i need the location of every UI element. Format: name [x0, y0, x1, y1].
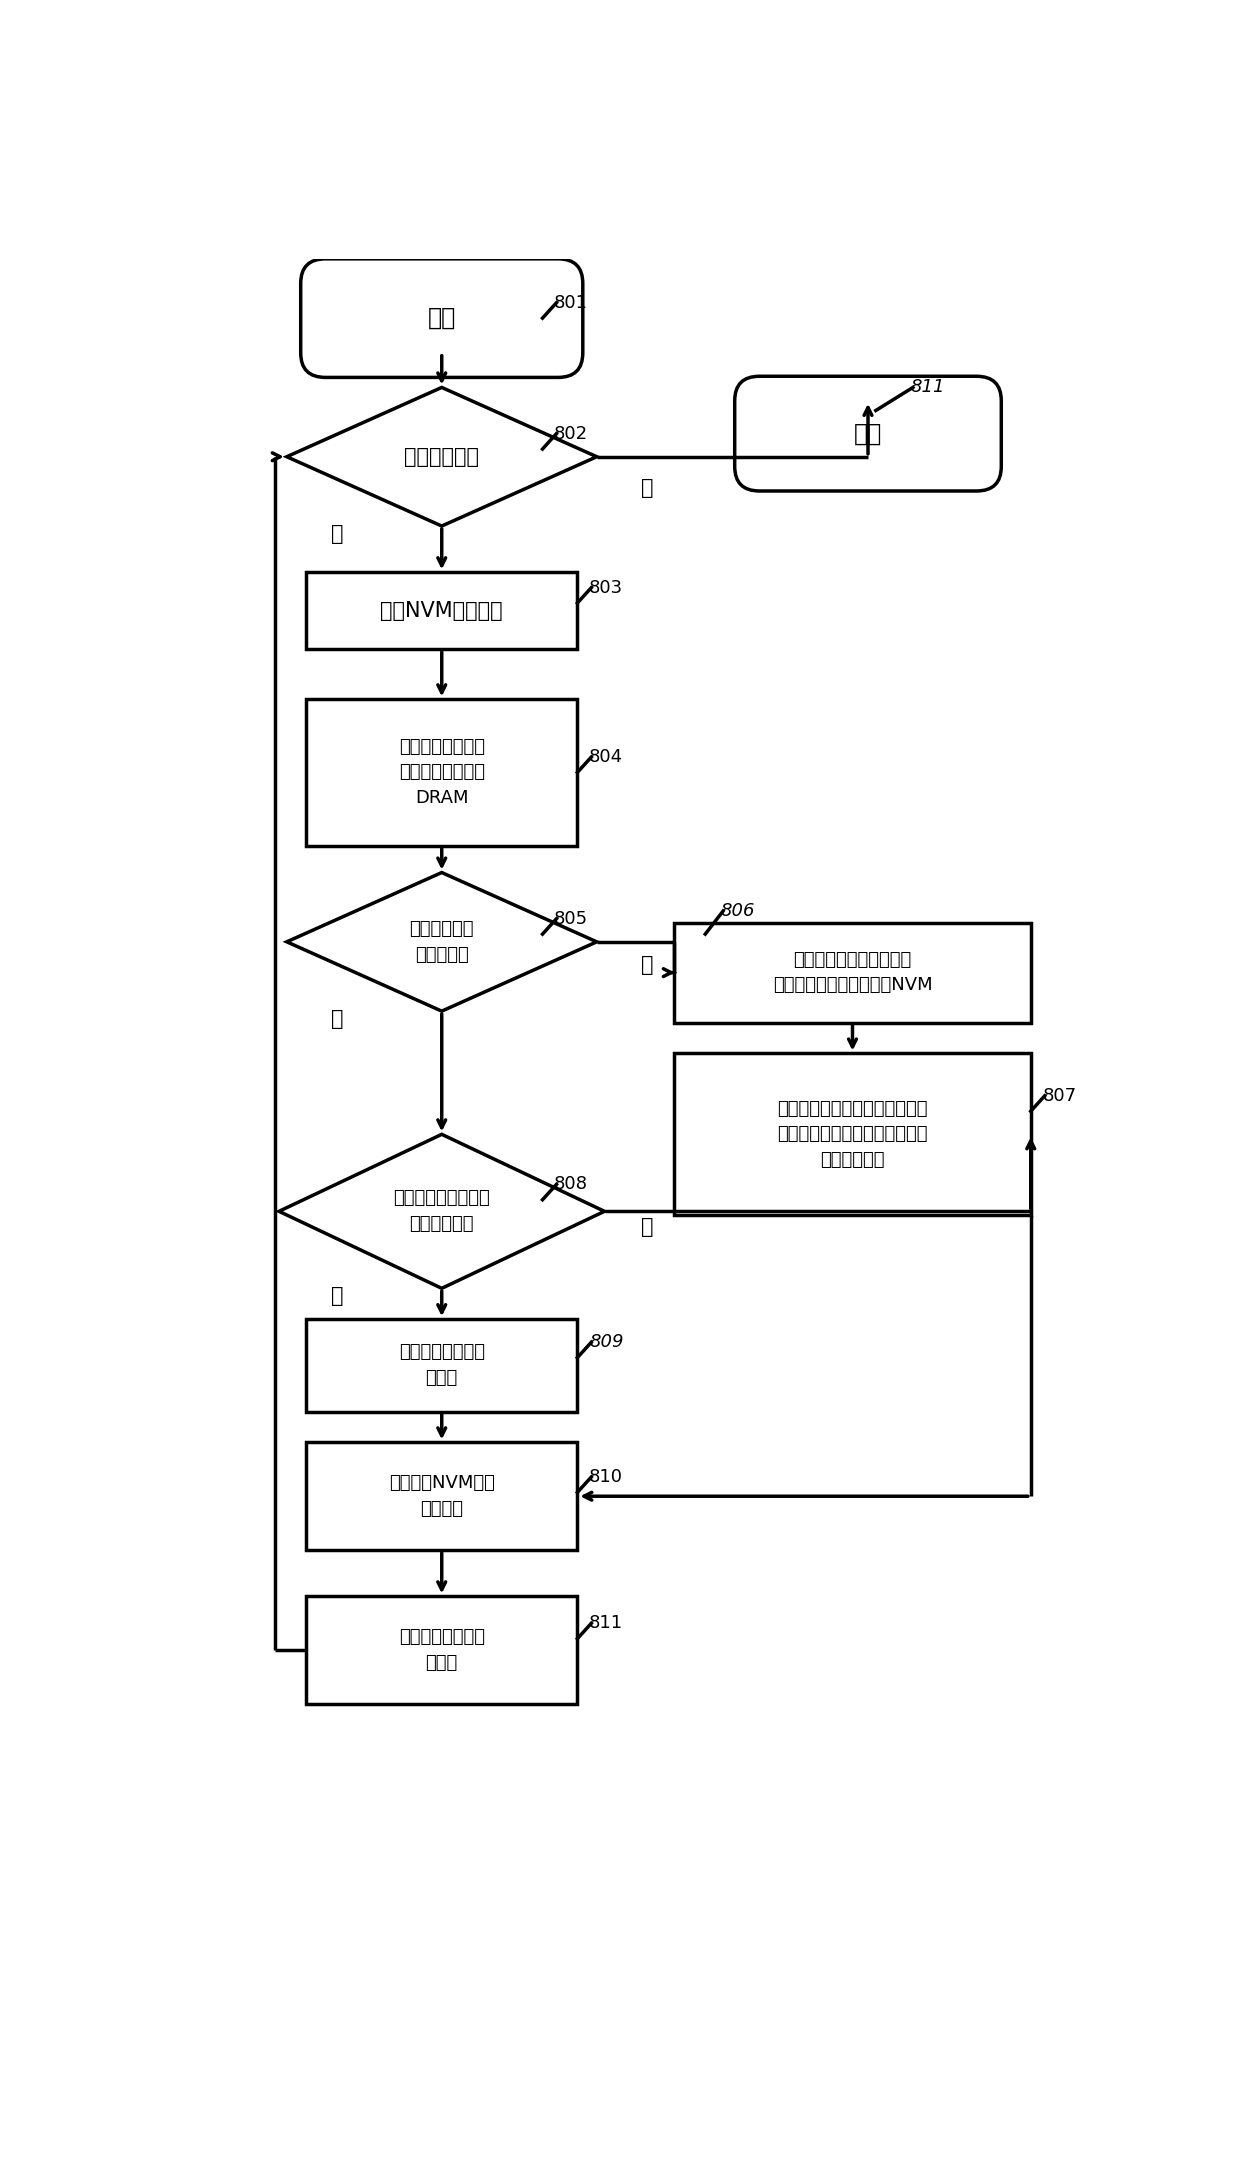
Text: 创建磨损度索引树根节点
并将该节点的指针保存到NVM: 创建磨损度索引树根节点 并将该节点的指针保存到NVM	[773, 951, 932, 994]
Polygon shape	[286, 388, 596, 526]
Text: 开始: 开始	[428, 306, 456, 330]
Bar	[306, 699, 578, 846]
Bar	[306, 1443, 578, 1551]
Text: 否: 否	[641, 956, 653, 975]
Text: 806: 806	[720, 902, 755, 921]
Text: 根据页面的磨损计数值查找该键
值在磨损度索引树节点的正确位
置并插入数据: 根据页面的磨损计数值查找该键 值在磨损度索引树节点的正确位 置并插入数据	[777, 1100, 928, 1169]
Text: 对应调整NVM页的
区间链表: 对应调整NVM页的 区间链表	[389, 1475, 495, 1519]
Text: 是否已存在磨
损度索引树: 是否已存在磨 损度索引树	[409, 921, 474, 964]
Text: 是否有空闲页: 是否有空闲页	[404, 446, 479, 466]
Text: 判断插入操作是否需
要调整树节点: 判断插入操作是否需 要调整树节点	[393, 1189, 490, 1234]
Text: 803: 803	[589, 578, 624, 597]
Text: 804: 804	[589, 748, 624, 766]
FancyBboxPatch shape	[734, 375, 1001, 492]
Text: 是: 是	[331, 1286, 343, 1305]
Bar	[675, 923, 1030, 1022]
Text: 结束: 结束	[854, 421, 882, 446]
Text: 继续处理下一个空
闲页面: 继续处理下一个空 闲页面	[399, 1629, 485, 1672]
Text: 811: 811	[589, 1613, 624, 1633]
FancyBboxPatch shape	[301, 259, 583, 377]
Text: 是: 是	[331, 1009, 343, 1029]
Text: 807: 807	[1043, 1087, 1076, 1104]
Text: 扫描NVM空闲链表: 扫描NVM空闲链表	[381, 602, 503, 621]
Text: 802: 802	[554, 425, 588, 442]
Text: 否: 否	[641, 477, 653, 498]
Text: 805: 805	[554, 910, 588, 928]
Bar	[306, 1596, 578, 1704]
Text: 811: 811	[910, 377, 945, 397]
Text: 808: 808	[554, 1176, 588, 1193]
Text: 否: 否	[641, 1217, 653, 1236]
Bar	[675, 1053, 1030, 1214]
Text: 810: 810	[589, 1469, 622, 1486]
Polygon shape	[279, 1135, 605, 1288]
Text: 执行节点分裂等维
护操作: 执行节点分裂等维 护操作	[399, 1344, 485, 1387]
Text: 读入该页的磨损计
数值和地址信息到
DRAM: 读入该页的磨损计 数值和地址信息到 DRAM	[399, 738, 485, 807]
Bar	[306, 572, 578, 649]
Bar	[306, 1320, 578, 1411]
Polygon shape	[286, 874, 596, 1012]
Text: 801: 801	[554, 293, 588, 313]
Text: 是: 是	[331, 524, 343, 544]
Text: 809: 809	[589, 1333, 624, 1350]
